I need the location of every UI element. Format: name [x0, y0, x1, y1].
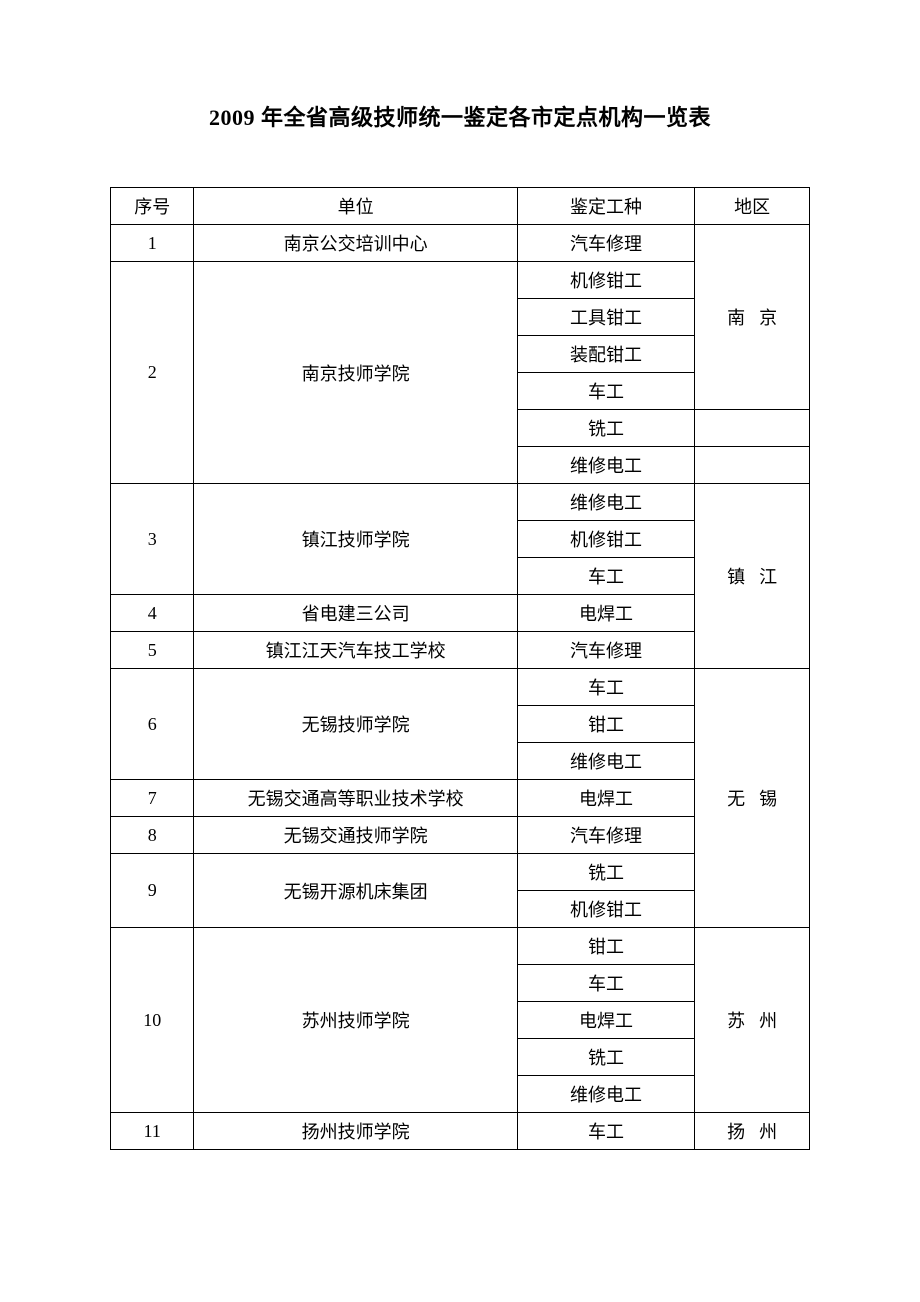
cell-trade: 汽车修理 — [517, 632, 694, 669]
cell-seq: 7 — [111, 780, 194, 817]
cell-seq: 1 — [111, 225, 194, 262]
cell-unit: 无锡开源机床集团 — [194, 854, 517, 928]
table-row: 10 苏州技师学院 钳工 苏州 — [111, 928, 810, 965]
table-row: 11 扬州技师学院 车工 扬州 — [111, 1113, 810, 1150]
header-seq: 序号 — [111, 188, 194, 225]
header-unit: 单位 — [194, 188, 517, 225]
cell-region-nanjing: 南京 — [695, 225, 810, 410]
cell-trade: 维修电工 — [517, 1076, 694, 1113]
cell-trade: 维修电工 — [517, 447, 694, 484]
cell-trade: 汽车修理 — [517, 225, 694, 262]
cell-unit: 镇江江天汽车技工学校 — [194, 632, 517, 669]
cell-trade: 工具钳工 — [517, 299, 694, 336]
cell-region-empty — [695, 447, 810, 484]
cell-unit: 南京公交培训中心 — [194, 225, 517, 262]
cell-trade: 装配钳工 — [517, 336, 694, 373]
cell-trade: 机修钳工 — [517, 262, 694, 299]
cell-seq: 6 — [111, 669, 194, 780]
cell-trade: 钳工 — [517, 928, 694, 965]
header-region: 地区 — [695, 188, 810, 225]
cell-seq: 11 — [111, 1113, 194, 1150]
cell-region-wuxi: 无锡 — [695, 669, 810, 928]
cell-trade: 车工 — [517, 669, 694, 706]
cell-trade: 电焊工 — [517, 595, 694, 632]
header-trade: 鉴定工种 — [517, 188, 694, 225]
cell-seq: 9 — [111, 854, 194, 928]
cell-trade: 汽车修理 — [517, 817, 694, 854]
cell-unit: 扬州技师学院 — [194, 1113, 517, 1150]
cell-trade: 维修电工 — [517, 743, 694, 780]
cell-unit: 无锡技师学院 — [194, 669, 517, 780]
cell-unit: 南京技师学院 — [194, 262, 517, 484]
table-row: 3 镇江技师学院 维修电工 镇江 — [111, 484, 810, 521]
cell-seq: 5 — [111, 632, 194, 669]
cell-unit: 镇江技师学院 — [194, 484, 517, 595]
institution-table: 序号 单位 鉴定工种 地区 1 南京公交培训中心 汽车修理 南京 2 南京技师学… — [110, 187, 810, 1150]
cell-region-zhenjiang: 镇江 — [695, 484, 810, 669]
cell-seq: 3 — [111, 484, 194, 595]
cell-trade: 机修钳工 — [517, 891, 694, 928]
cell-seq: 10 — [111, 928, 194, 1113]
cell-trade: 钳工 — [517, 706, 694, 743]
cell-trade: 车工 — [517, 1113, 694, 1150]
cell-unit: 省电建三公司 — [194, 595, 517, 632]
cell-trade: 车工 — [517, 558, 694, 595]
cell-trade: 车工 — [517, 373, 694, 410]
cell-seq: 4 — [111, 595, 194, 632]
cell-trade: 铣工 — [517, 854, 694, 891]
cell-trade: 电焊工 — [517, 780, 694, 817]
cell-region-suzhou: 苏州 — [695, 928, 810, 1113]
cell-trade: 电焊工 — [517, 1002, 694, 1039]
cell-trade: 车工 — [517, 965, 694, 1002]
page-title: 2009 年全省高级技师统一鉴定各市定点机构一览表 — [110, 100, 810, 132]
cell-seq: 8 — [111, 817, 194, 854]
cell-unit: 无锡交通技师学院 — [194, 817, 517, 854]
cell-region-yangzhou: 扬州 — [695, 1113, 810, 1150]
cell-seq: 2 — [111, 262, 194, 484]
table-row: 6 无锡技师学院 车工 无锡 — [111, 669, 810, 706]
cell-trade: 维修电工 — [517, 484, 694, 521]
document-page: 2009 年全省高级技师统一鉴定各市定点机构一览表 序号 单位 鉴定工种 地区 … — [0, 0, 920, 1210]
cell-trade: 机修钳工 — [517, 521, 694, 558]
cell-unit: 苏州技师学院 — [194, 928, 517, 1113]
cell-trade: 铣工 — [517, 1039, 694, 1076]
cell-unit: 无锡交通高等职业技术学校 — [194, 780, 517, 817]
cell-trade: 铣工 — [517, 410, 694, 447]
table-row: 1 南京公交培训中心 汽车修理 南京 — [111, 225, 810, 262]
cell-region-empty — [695, 410, 810, 447]
table-header-row: 序号 单位 鉴定工种 地区 — [111, 188, 810, 225]
